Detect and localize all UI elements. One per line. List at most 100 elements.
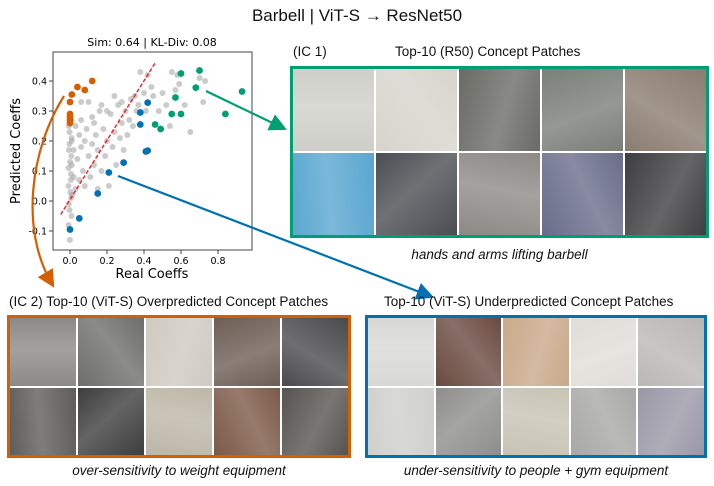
gray-point [109,144,116,150]
gray-point [89,114,96,120]
green-point [177,70,185,77]
gray-point [168,69,175,75]
x-tick-label: 0.4 [136,256,151,267]
concept-patch-image [503,387,569,455]
gray-point [124,132,131,138]
y-tick-label: 0.1 [32,167,47,178]
gray-point [172,87,179,93]
concept-patch-image [625,153,706,235]
gray-point [85,153,92,159]
gray-point [79,168,86,174]
gray-point [176,81,183,87]
gray-point [70,147,77,153]
gray-point [148,84,155,90]
concept-patch-image [376,153,457,235]
gray-point [70,174,77,180]
concept-patch-image [368,318,434,386]
ic2-patch-grid [7,315,351,458]
blue-point [94,190,102,197]
gray-point [200,99,207,105]
gray-point [65,201,72,207]
figure-title: Barbell | ViT-S → ResNet50 [251,6,463,25]
y-axis-label: Predicted Coeffs [9,98,24,204]
gray-point [111,93,118,99]
concept-patch-image [10,318,76,386]
gray-point [181,102,188,108]
concept-patch-image [638,318,704,386]
gray-point [89,141,96,147]
x-tick-label: 0.6 [173,256,188,267]
arrow-to-ic2 [31,95,65,288]
concept-patch-image [542,153,623,235]
concept-patch-image [214,318,280,386]
gray-point [87,174,94,180]
concept-patch-image [542,69,623,151]
green-point [151,121,159,128]
gray-point [155,108,162,114]
gray-point [187,129,194,135]
gray-point [68,162,75,168]
blue-point [144,147,152,155]
gray-point [150,93,157,99]
concept-patch-image [214,387,280,455]
y-tick-label: -0.1 [28,227,47,238]
gray-point [78,117,85,123]
concept-patch-image [293,153,374,235]
green-point [238,88,246,95]
gray-point [126,117,133,123]
blue-point [105,169,113,176]
gray-point [137,69,144,75]
concept-patch-image [10,387,76,455]
concept-patch-image [570,318,637,386]
arrow-to-ic1 [205,90,287,131]
arrow-to-underpredicted [117,174,435,300]
gray-point [166,123,173,129]
gray-point [118,120,125,126]
concept-patch-image [376,69,457,151]
gray-point [141,90,147,96]
gray-point [68,153,75,159]
gray-point [65,147,72,153]
green-point [222,110,229,118]
gray-point [113,162,120,168]
gray-point [202,78,209,84]
gray-point [74,156,81,162]
plot-frame [52,51,253,251]
orange-point [66,119,74,127]
y-tick-label: 0.0 [32,197,47,208]
y-tick-label: 0.2 [32,137,47,148]
ic2-caption: over-sensitivity to weight equipment [72,463,286,478]
concept-patch-image [625,69,706,151]
chart-title: Sim: 0.64 | KL-Div: 0.08 [87,36,216,49]
under-title: Top-10 (ViT-S) Underpredicted Concept Pa… [384,294,674,309]
gray-point [100,126,107,132]
concept-patch-image [503,318,569,386]
concept-patch-image [459,153,540,235]
concept-patch-image [368,387,434,455]
gray-point [105,183,112,189]
gray-point [118,99,125,105]
gray-point [78,144,85,150]
x-tick-label: 0.0 [62,256,77,267]
gray-point [66,207,73,213]
concept-patch-image [459,69,540,151]
ic1-label: (IC 1) [293,44,327,59]
green-point [196,67,203,74]
underpredicted-patch-grid [365,315,707,458]
gray-point [81,138,88,144]
blue-point [144,99,152,106]
gray-point [76,132,83,138]
concept-patch-image [570,387,637,455]
under-caption: under-sensitivity to people + gym equipm… [403,463,669,478]
gray-point [104,108,110,114]
gray-point [159,90,166,96]
green-point [168,110,176,118]
blue-point [120,159,128,167]
concept-patch-image [146,387,212,455]
concept-patch-image [78,387,144,455]
orange-point [81,86,89,94]
gray-point [102,153,109,159]
gray-point [66,129,73,135]
green-point [172,94,179,101]
